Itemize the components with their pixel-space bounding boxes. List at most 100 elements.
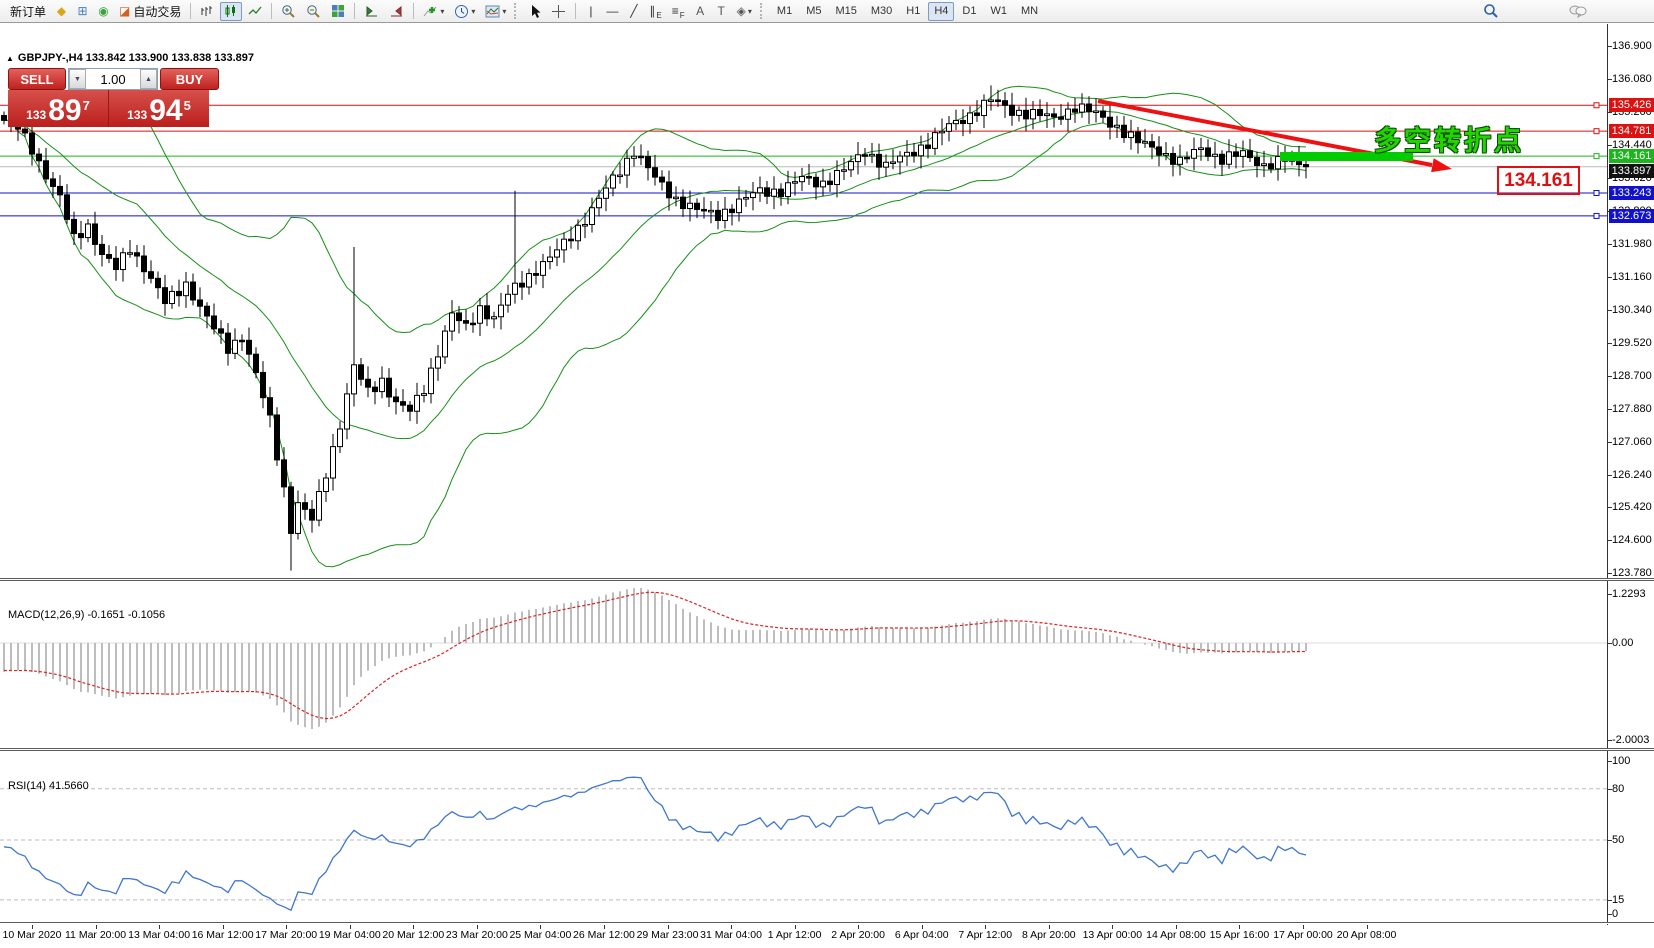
timeframe-h4-button[interactable]: H4 [928,1,955,21]
line-chart-button[interactable] [244,2,266,21]
timeframe-w1-button[interactable]: W1 [990,5,1007,17]
dropdown-caret-icon[interactable]: ▾ [747,6,752,16]
buy-price-button[interactable]: 133 94 5 [109,90,209,127]
price-marker-label: 134.161 [1609,149,1654,164]
text-label-button[interactable]: T [712,2,731,21]
sell-button[interactable]: SELL [8,68,66,90]
price-tick-mark [1607,375,1612,377]
time-axis-label: 8 Apr 20:00 [1021,929,1076,941]
timeframe-m30-button[interactable]: M30 [870,5,893,17]
time-tick-mark [1048,925,1050,929]
trendline-button[interactable]: ╱ [624,2,643,21]
new-order-button[interactable]: 新订单 [3,2,50,21]
price-tick-mark [1607,408,1612,410]
time-axis-label: 20 Mar 12:00 [382,929,445,941]
time-axis-label: 1 Apr 12:00 [767,929,822,941]
cursor-icon [529,4,541,19]
timeframe-mn-button[interactable]: MN [1020,5,1039,17]
sell-price-main: 89 [48,94,82,127]
timeframe-d1-button[interactable]: D1 [962,5,977,17]
time-axis-label: 7 Apr 12:00 [958,929,1013,941]
volume-down-button[interactable]: ▼ [69,69,86,89]
autotrading-button[interactable]: ◪ 自动交易 [115,2,185,21]
rsi-splitter[interactable] [0,748,1654,751]
vertical-line-button[interactable]: | [581,2,600,21]
data-center-button[interactable]: ◉ [94,2,113,21]
timeframe-m15-button[interactable]: M15 [835,5,857,17]
bar-chart-button[interactable] [196,2,218,21]
price-tick-mark [1607,441,1612,443]
zoom-out-button[interactable] [302,2,325,21]
sell-price-prefix: 133 [26,108,47,122]
time-tick-mark [413,925,415,929]
time-tick-mark [349,925,351,929]
line-chart-icon [248,4,262,18]
channel-icon: ∥ [649,4,656,18]
macd-splitter[interactable] [0,578,1654,581]
indicator-tick-mark [1607,914,1612,915]
periods-button[interactable]: ▾ [450,2,479,21]
market-watch-button[interactable]: ◆ [52,2,71,21]
candle-chart-button[interactable] [220,1,243,21]
price-tick-mark [1607,342,1612,344]
crosshair-button[interactable] [547,2,570,21]
volume-up-button[interactable]: ▲ [140,69,157,89]
tile-windows-icon [331,4,345,18]
dropdown-caret-icon[interactable]: ▾ [440,6,445,16]
dropdown-caret-icon[interactable]: ▾ [502,6,507,16]
indicator-tick-mark [1607,761,1612,762]
sell-price-button[interactable]: 133 89 7 [8,90,108,127]
chart-shift-button[interactable] [385,2,408,21]
time-tick-mark [222,925,224,929]
indicator-tick-mark [1607,840,1612,841]
new-chart-button[interactable]: ⊞ [73,2,92,21]
template-icon [485,5,500,18]
arrows-icon: ◈ [736,4,746,18]
time-axis-label: 13 Apr 00:00 [1082,929,1143,941]
price-tick-mark [1607,177,1612,179]
price-tick-mark [1607,276,1612,278]
trendline-icon: ╱ [630,4,638,18]
price-tick-label: 130.340 [1612,303,1652,316]
arrows-button[interactable]: ◈ ▾ [733,2,756,21]
collapse-arrow-icon[interactable]: ▲ [6,54,14,63]
crosshair-icon [551,4,566,19]
channel-button[interactable]: ∥ E [649,4,662,20]
price-tick-mark [1607,309,1612,311]
ohlc-values: 133.842 133.900 133.838 133.897 [85,52,255,64]
timeframe-m5-button[interactable]: M5 [806,5,822,17]
horizontal-line-button[interactable]: — [602,2,622,21]
cursor-button[interactable] [525,2,545,21]
price-marker-label: 133.243 [1609,186,1654,200]
tile-windows-button[interactable] [327,2,349,21]
time-axis-label: 29 Mar 23:00 [636,929,699,941]
price-tick-label: 136.080 [1612,72,1652,85]
time-axis-label: 6 Apr 04:00 [894,929,949,941]
dropdown-caret-icon[interactable]: ▾ [471,6,476,16]
text-button[interactable]: A [691,2,710,21]
price-tick-label: 136.900 [1612,40,1652,52]
auto-scroll-button[interactable] [360,2,383,21]
fibonacci-button[interactable]: ≡ F [671,4,685,20]
timeframe-h1-button[interactable]: H1 [906,5,921,17]
time-axis-label: 17 Mar 20:00 [255,929,318,941]
indicator-tick-mark [1607,740,1612,741]
time-tick-mark [95,925,97,929]
timeframe-m1-button[interactable]: M1 [776,5,793,17]
time-tick-mark [603,925,605,929]
buy-button[interactable]: BUY [160,68,219,90]
chart-window[interactable]: ▲ GBPJPY-,H4 133.842 133.900 133.838 133.… [0,24,1654,948]
buy-price-main: 94 [149,94,183,127]
volume-input[interactable] [86,69,140,89]
templates-button[interactable]: ▾ [481,2,510,21]
toolbar-grip [514,3,521,19]
zoom-in-button[interactable] [277,2,300,21]
time-axis-label: 11 Mar 20:00 [65,929,127,941]
search-button[interactable] [1479,2,1503,21]
add-indicator-button[interactable]: ▾ [419,2,448,21]
time-tick-mark [1112,925,1114,929]
chat-icon [1569,4,1587,18]
price-tick-mark [1607,573,1612,575]
chat-button[interactable] [1565,2,1591,21]
time-tick-mark [1175,925,1177,929]
